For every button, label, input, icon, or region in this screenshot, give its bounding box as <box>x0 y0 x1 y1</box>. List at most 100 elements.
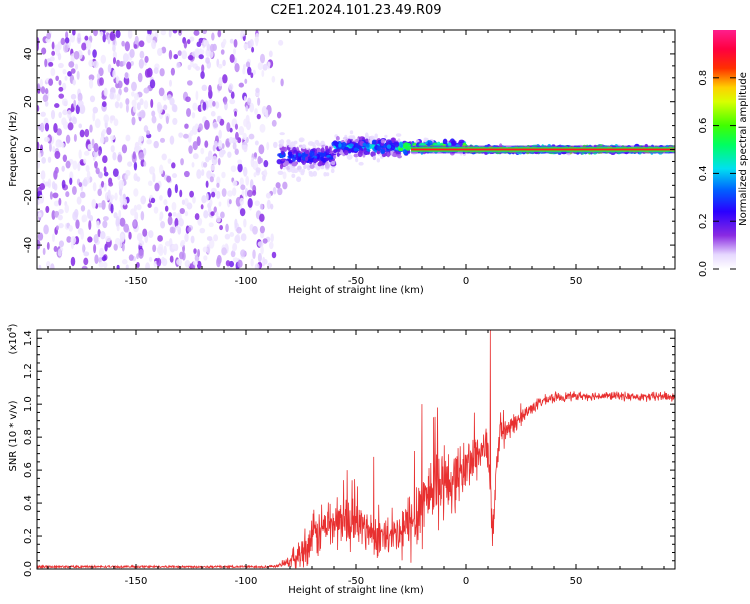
spectrogram-noise-blob <box>160 220 166 229</box>
spectrogram-noise-blob <box>201 195 207 204</box>
spectrogram-noise-blob <box>102 128 107 135</box>
spectrogram-noise-blob <box>212 144 216 152</box>
spectrogram-noise-blob <box>133 188 139 197</box>
spectrogram-noise-blob <box>169 255 174 263</box>
colorbar-ticks: 0.0 0.2 0.4 0.6 0.8 <box>698 70 736 277</box>
spectrogram-noise-blob <box>254 263 260 269</box>
spectrogram-noise-blob <box>218 129 222 139</box>
spectrogram-noise-blob <box>206 244 211 255</box>
spectrogram-signal-blob <box>328 156 334 160</box>
spectrogram-noise-blob <box>86 170 91 179</box>
spectrogram-noise-blob <box>151 39 157 50</box>
x-tick-label: -50 <box>348 576 364 587</box>
spectrogram-noise-blob <box>92 60 99 69</box>
spectrogram-signal-blob <box>335 136 340 141</box>
spectrogram-noise-blob <box>132 151 136 160</box>
spectrogram-signal-blob <box>284 160 289 166</box>
spectrogram-noise-blob <box>252 249 256 260</box>
spectrogram-noise-blob <box>122 52 129 63</box>
spectrogram-noise-blob <box>245 61 251 68</box>
colorbar-label: Normalized spectral amplitude <box>738 72 749 226</box>
spectrogram-noise-blob <box>166 175 172 183</box>
spectrogram-noise-blob <box>159 194 163 201</box>
spectrogram-noise-blob <box>207 206 212 214</box>
spectrogram-noise-blob <box>70 236 77 245</box>
spectrogram-noise-blob <box>215 101 220 109</box>
spectrogram-signal-blob <box>286 139 291 144</box>
spectrogram-noise-blob <box>119 194 124 204</box>
spectrogram-noise-blob <box>234 234 240 244</box>
spectrogram-noise-blob <box>191 162 195 168</box>
spectrogram-noise-blob <box>54 150 61 159</box>
spectrogram-noise-blob <box>54 166 59 174</box>
spectrogram-noise-blob <box>114 192 118 201</box>
spectrogram-noise-blob <box>233 38 238 48</box>
spectrogram-noise-blob <box>62 42 69 53</box>
spectrogram-noise-blob <box>146 138 152 145</box>
spectrogram-noise-blob <box>125 103 129 113</box>
spectrogram-noise-blob <box>273 141 278 149</box>
spectrogram-noise-blob <box>87 49 91 56</box>
spectrogram-noise-blob <box>67 122 74 131</box>
spectrogram-noise-blob <box>225 260 231 267</box>
x-tick-label: 50 <box>570 576 583 587</box>
spectrogram-noise-blob <box>37 141 40 150</box>
spectrogram-noise-blob <box>118 209 122 220</box>
spectrogram-noise-blob <box>179 189 183 198</box>
spectrogram-signal-blob <box>293 149 298 154</box>
spectrogram-noise-blob <box>48 61 54 67</box>
spectrogram-noise-blob <box>37 159 41 169</box>
spectrogram-noise-blob <box>230 91 235 99</box>
spectrogram-noise-blob <box>83 257 89 266</box>
spectrogram-noise-blob <box>143 161 147 167</box>
spectrogram-noise-blob <box>68 225 73 232</box>
snr-series-line <box>37 330 675 569</box>
spectrogram-signal-blob <box>324 157 330 161</box>
spectrogram-signal-blob <box>298 169 303 173</box>
spectrogram-noise-blob <box>154 182 160 192</box>
spectrogram-noise-blob <box>144 55 149 63</box>
spectrogram-noise-blob <box>149 79 156 89</box>
spectrogram-noise-blob <box>216 176 221 185</box>
spectrogram-noise-blob <box>207 150 213 161</box>
spectrogram-signal-blob <box>405 145 412 151</box>
spectrogram-noise-blob <box>229 127 233 133</box>
spectrogram-noise-blob <box>210 110 216 117</box>
y-tick-label: 0 <box>23 146 34 152</box>
spectrogram-noise-blob <box>117 175 121 181</box>
spectrogram-noise-blob <box>187 132 192 143</box>
spectrogram-noise-blob <box>258 144 265 155</box>
spectrogram-noise-blob <box>146 130 151 136</box>
spectrogram-noise-blob <box>247 198 253 208</box>
spectrogram-noise-blob <box>44 88 49 95</box>
spectrogram-noise-blob <box>197 249 200 258</box>
spectrogram-noise-blob <box>73 50 80 60</box>
spectrogram-noise-blob <box>218 149 225 158</box>
colorbar-tick-label: 0.0 <box>698 261 709 277</box>
spectrogram-signal-blob <box>296 176 302 183</box>
spectrogram-noise-blob <box>118 189 123 196</box>
spectrogram-noise-blob <box>62 69 67 75</box>
spectrogram-noise-blob <box>232 244 237 252</box>
spectrogram-noise-blob <box>76 70 80 80</box>
spectrogram-noise-blob <box>237 259 243 268</box>
spectrogram-signal-blob <box>358 161 364 166</box>
spectrogram-noise-blob <box>103 261 108 269</box>
spectrogram-noise-blob <box>83 158 87 164</box>
colorbar-tick-label: 0.8 <box>698 70 709 86</box>
spectrogram-noise-blob <box>119 217 126 227</box>
spectrogram-noise-blob <box>65 134 71 144</box>
spectrogram-noise-blob <box>83 150 90 156</box>
spectrogram-signal-blob <box>333 154 337 160</box>
spectrogram-noise-blob <box>221 143 225 150</box>
spectrogram-noise-blob <box>76 35 82 44</box>
spectrogram-noise-blob <box>94 118 101 129</box>
spectrogram-noise-blob <box>109 91 115 100</box>
y-tick-label: 0.6 <box>23 462 34 478</box>
spectrogram-noise-blob <box>243 95 247 102</box>
spectrogram-signal-blob <box>320 147 325 154</box>
spectrogram-noise-blob <box>169 97 175 106</box>
spectrogram-noise-blob <box>112 69 117 79</box>
spectrogram-noise-blob <box>234 218 238 229</box>
spectrogram-noise-blob <box>202 101 207 111</box>
